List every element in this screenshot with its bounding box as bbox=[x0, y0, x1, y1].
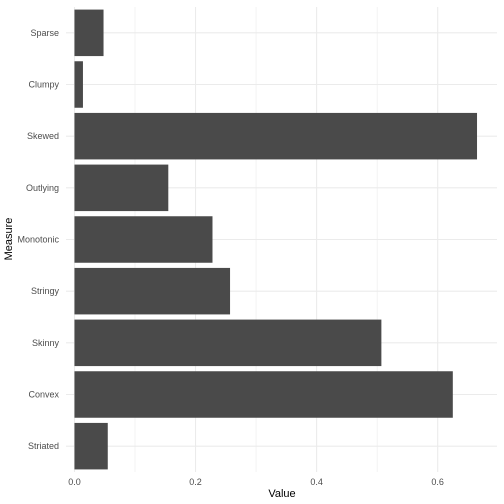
y-tick-label: Striated bbox=[28, 441, 59, 451]
y-tick-label: Stringy bbox=[31, 286, 60, 296]
bar-layer bbox=[74, 9, 478, 470]
y-tick-label: Monotonic bbox=[17, 235, 59, 245]
bar-striated bbox=[74, 422, 108, 470]
x-tick-labels: 0.0 0.2 0.4 0.6 bbox=[68, 477, 444, 487]
y-tick-label: Sparse bbox=[30, 28, 59, 38]
y-tick-label: Clumpy bbox=[28, 80, 59, 90]
x-tick-label: 0.6 bbox=[431, 477, 444, 487]
bar-skewed bbox=[74, 112, 478, 160]
y-tick-label: Convex bbox=[28, 390, 59, 400]
bar-clumpy bbox=[74, 61, 83, 108]
y-tick-label: Outlying bbox=[26, 183, 59, 193]
x-tick-label: 0.0 bbox=[68, 477, 81, 487]
bar-skinny bbox=[74, 319, 382, 367]
bar-stringy bbox=[74, 267, 231, 315]
y-tick-labels: Sparse Clumpy Skewed Outlying Monotonic Strin… bbox=[17, 28, 59, 451]
y-tick-label: Skinny bbox=[32, 338, 60, 348]
bar-outlying bbox=[74, 164, 169, 212]
x-axis-title: Value bbox=[268, 488, 295, 500]
bar-monotonic bbox=[74, 216, 213, 263]
x-tick-label: 0.4 bbox=[310, 477, 323, 487]
x-tick-label: 0.2 bbox=[189, 477, 202, 487]
bar-sparse bbox=[74, 9, 104, 57]
y-tick-label: Skewed bbox=[27, 131, 59, 141]
bar-convex bbox=[74, 371, 453, 418]
y-axis-title: Measure bbox=[3, 218, 15, 261]
